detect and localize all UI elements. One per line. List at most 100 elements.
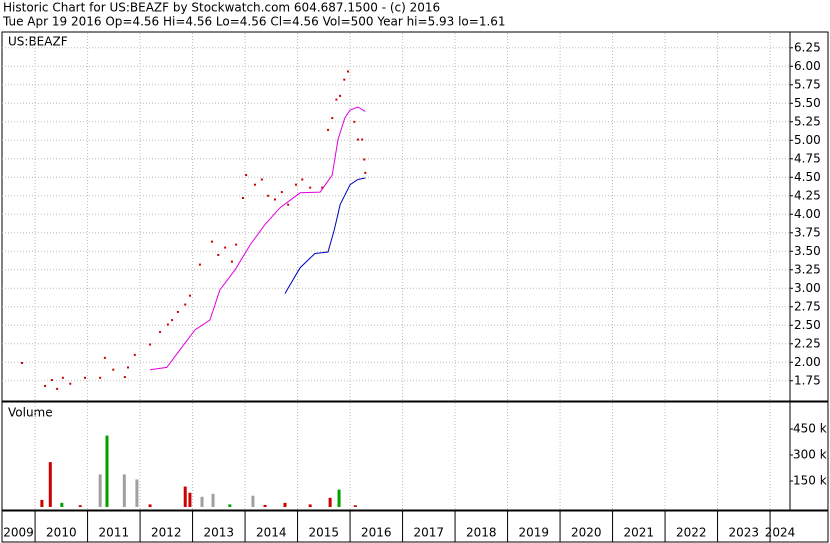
y-tick-label: 2.75 <box>794 299 821 313</box>
y-tick-label: 4.00 <box>794 207 821 221</box>
x-tick-label: 2012 <box>151 526 182 540</box>
price-point <box>331 117 334 120</box>
y-tick-label: 6.25 <box>794 40 821 54</box>
price-point <box>103 356 106 359</box>
price-point <box>301 178 304 181</box>
price-point <box>149 343 152 346</box>
volume-bar <box>105 435 109 507</box>
price-point <box>327 128 330 131</box>
price-point <box>267 194 270 197</box>
x-axis-band <box>1 510 829 543</box>
x-tick-label: 2016 <box>361 526 392 540</box>
price-point <box>346 70 349 73</box>
price-point <box>99 376 102 379</box>
chart-subtitle: Tue Apr 19 2016 Op=4.56 Hi=4.56 Lo=4.56 … <box>2 15 506 29</box>
x-tick-label: 2024 <box>765 526 796 540</box>
average-line <box>149 106 366 371</box>
x-tick-label: 2013 <box>204 526 235 540</box>
y-tick-label: 4.50 <box>794 170 821 184</box>
volume-bar <box>60 502 64 507</box>
price-point <box>171 319 174 322</box>
y-tick-label: 4.75 <box>794 151 821 165</box>
average-line <box>284 177 366 294</box>
volume-bar <box>48 462 52 507</box>
volume-bar <box>183 486 187 507</box>
volume-bar <box>78 505 82 507</box>
volume-bar <box>353 505 357 507</box>
chart-title: Historic Chart for US:BEAZF by Stockwatc… <box>3 1 440 15</box>
price-point <box>133 353 136 356</box>
y-tick-label: 2.25 <box>794 336 821 350</box>
price-point <box>159 330 162 333</box>
volume-bar <box>337 489 341 507</box>
price-point <box>294 183 297 186</box>
y-tick-label: 3.75 <box>794 225 821 239</box>
y-tick-label: 3.50 <box>794 244 821 258</box>
price-point <box>198 263 201 266</box>
volume-bar <box>135 479 139 507</box>
volume-bar <box>263 504 267 507</box>
price-point <box>210 240 213 243</box>
panel-label: US:BEAZF <box>8 35 68 49</box>
price-point <box>280 191 283 194</box>
y-tick-label: 5.50 <box>794 96 821 110</box>
y-tick-label: 3.25 <box>794 262 821 276</box>
price-point <box>235 243 238 246</box>
x-tick-label: 2019 <box>519 526 550 540</box>
x-tick-label: 2017 <box>414 526 445 540</box>
volume-bar <box>211 493 215 507</box>
price-point <box>356 138 359 141</box>
y-tick-label: 3.00 <box>794 281 821 295</box>
price-point <box>254 183 257 186</box>
x-tick-label: 2010 <box>46 526 77 540</box>
y-tick-label: 6.00 <box>794 59 821 73</box>
volume-bar <box>251 495 255 507</box>
price-point <box>83 376 86 379</box>
volume-bar <box>228 504 232 507</box>
volume-bar <box>98 474 102 507</box>
x-tick-label: 2018 <box>466 526 497 540</box>
y-tick-label: 450 k <box>793 422 827 436</box>
price-point <box>184 303 187 306</box>
price-point <box>361 138 364 141</box>
x-tick-label: 2011 <box>99 526 130 540</box>
price-point <box>339 94 342 97</box>
price-point <box>335 98 338 101</box>
price-point <box>363 158 366 161</box>
y-tick-label: 2.50 <box>794 318 821 332</box>
volume-bar <box>122 474 126 507</box>
price-panel <box>1 31 829 402</box>
x-tick-label: 2023 <box>729 526 760 540</box>
price-point <box>273 198 276 201</box>
price-point <box>260 178 263 181</box>
y-tick-label: 5.75 <box>794 77 821 91</box>
x-tick-label: 2014 <box>256 526 287 540</box>
price-point <box>123 376 126 379</box>
x-tick-label: 2021 <box>624 526 655 540</box>
y-tick-label: 4.25 <box>794 188 821 202</box>
y-tick-label: 300 k <box>793 448 827 462</box>
price-point <box>56 387 59 390</box>
price-point <box>230 260 233 263</box>
volume-bar <box>40 499 44 507</box>
x-tick-label: 2020 <box>571 526 602 540</box>
price-point <box>224 246 227 249</box>
price-point <box>188 294 191 297</box>
x-tick-label: 2009 <box>3 526 34 540</box>
price-point <box>44 384 47 387</box>
price-point <box>309 186 312 189</box>
price-point <box>321 186 324 189</box>
panel-label: Volume <box>8 406 53 420</box>
price-point <box>176 310 179 313</box>
y-tick-label: 1.75 <box>794 373 821 387</box>
volume-bar <box>308 504 312 507</box>
price-point <box>50 379 53 382</box>
y-tick-label: 5.25 <box>794 114 821 128</box>
volume-bar <box>328 497 332 507</box>
price-point <box>20 362 23 365</box>
volume-bar <box>148 504 152 507</box>
price-point <box>217 253 220 256</box>
price-point <box>241 197 244 200</box>
price-point <box>166 323 169 326</box>
